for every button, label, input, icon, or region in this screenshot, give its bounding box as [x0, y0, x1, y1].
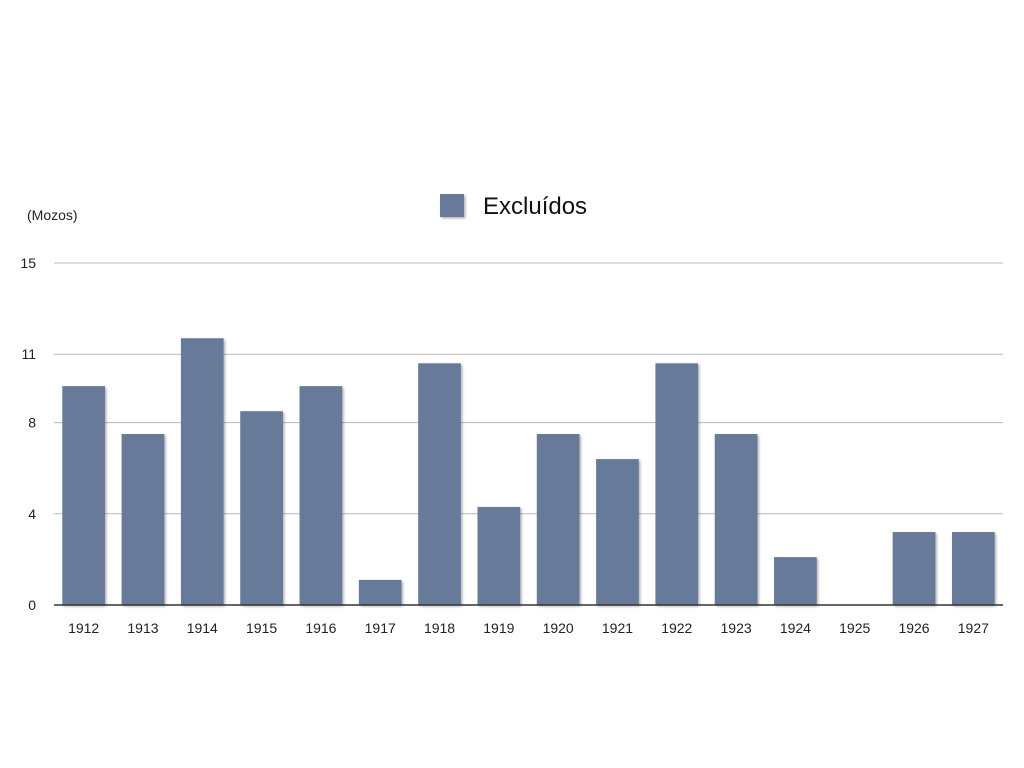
bar-1918 — [418, 363, 461, 605]
bar-1915 — [240, 411, 283, 605]
y-tick-label: 15 — [20, 255, 36, 271]
x-tick-label: 1916 — [305, 620, 336, 636]
bar-1913 — [121, 434, 165, 605]
x-tick-label: 1919 — [483, 620, 514, 636]
legend-swatch — [440, 194, 464, 217]
x-tick-label: 1926 — [898, 620, 929, 636]
x-tick-label: 1917 — [365, 620, 396, 636]
y-tick-label: 0 — [28, 597, 36, 613]
bars — [62, 338, 995, 605]
y-axis-ticks: 0 4 8 11 15 — [20, 255, 36, 613]
x-tick-label: 1915 — [246, 620, 277, 636]
legend: Excluídos — [440, 193, 587, 220]
x-tick-label: 1925 — [839, 620, 870, 636]
legend-label: Excluídos — [483, 193, 587, 220]
bar-1917 — [358, 579, 402, 605]
bar-1912 — [62, 386, 106, 605]
x-tick-label: 1914 — [187, 620, 218, 636]
x-tick-label: 1912 — [68, 620, 99, 636]
x-tick-label: 1923 — [721, 620, 752, 636]
bar-1914 — [180, 338, 224, 605]
bar-1919 — [477, 506, 521, 605]
y-tick-label: 11 — [21, 346, 36, 362]
bar-1924 — [774, 557, 817, 605]
y-axis-unit-label: (Mozos) — [27, 207, 78, 223]
y-tick-label: 4 — [28, 506, 36, 522]
x-tick-label: 1921 — [602, 620, 633, 636]
y-tick-label: 8 — [28, 415, 36, 431]
bar-1922 — [655, 363, 699, 605]
x-tick-label: 1924 — [780, 620, 811, 636]
bar-1921 — [596, 459, 639, 605]
x-tick-label: 1920 — [543, 620, 574, 636]
x-axis-ticks: 1912 1913 1914 1915 1916 1917 1918 1919 1920 1921… — [68, 620, 989, 636]
x-tick-label: 1927 — [958, 620, 989, 636]
bar-1926 — [892, 532, 936, 605]
x-tick-label: 1913 — [127, 620, 158, 636]
bar-1920 — [536, 434, 580, 605]
x-tick-label: 1918 — [424, 620, 455, 636]
x-tick-label: 1922 — [661, 620, 692, 636]
bar-1916 — [299, 386, 343, 605]
bar-1927 — [951, 532, 995, 605]
bar-1923 — [714, 434, 758, 605]
